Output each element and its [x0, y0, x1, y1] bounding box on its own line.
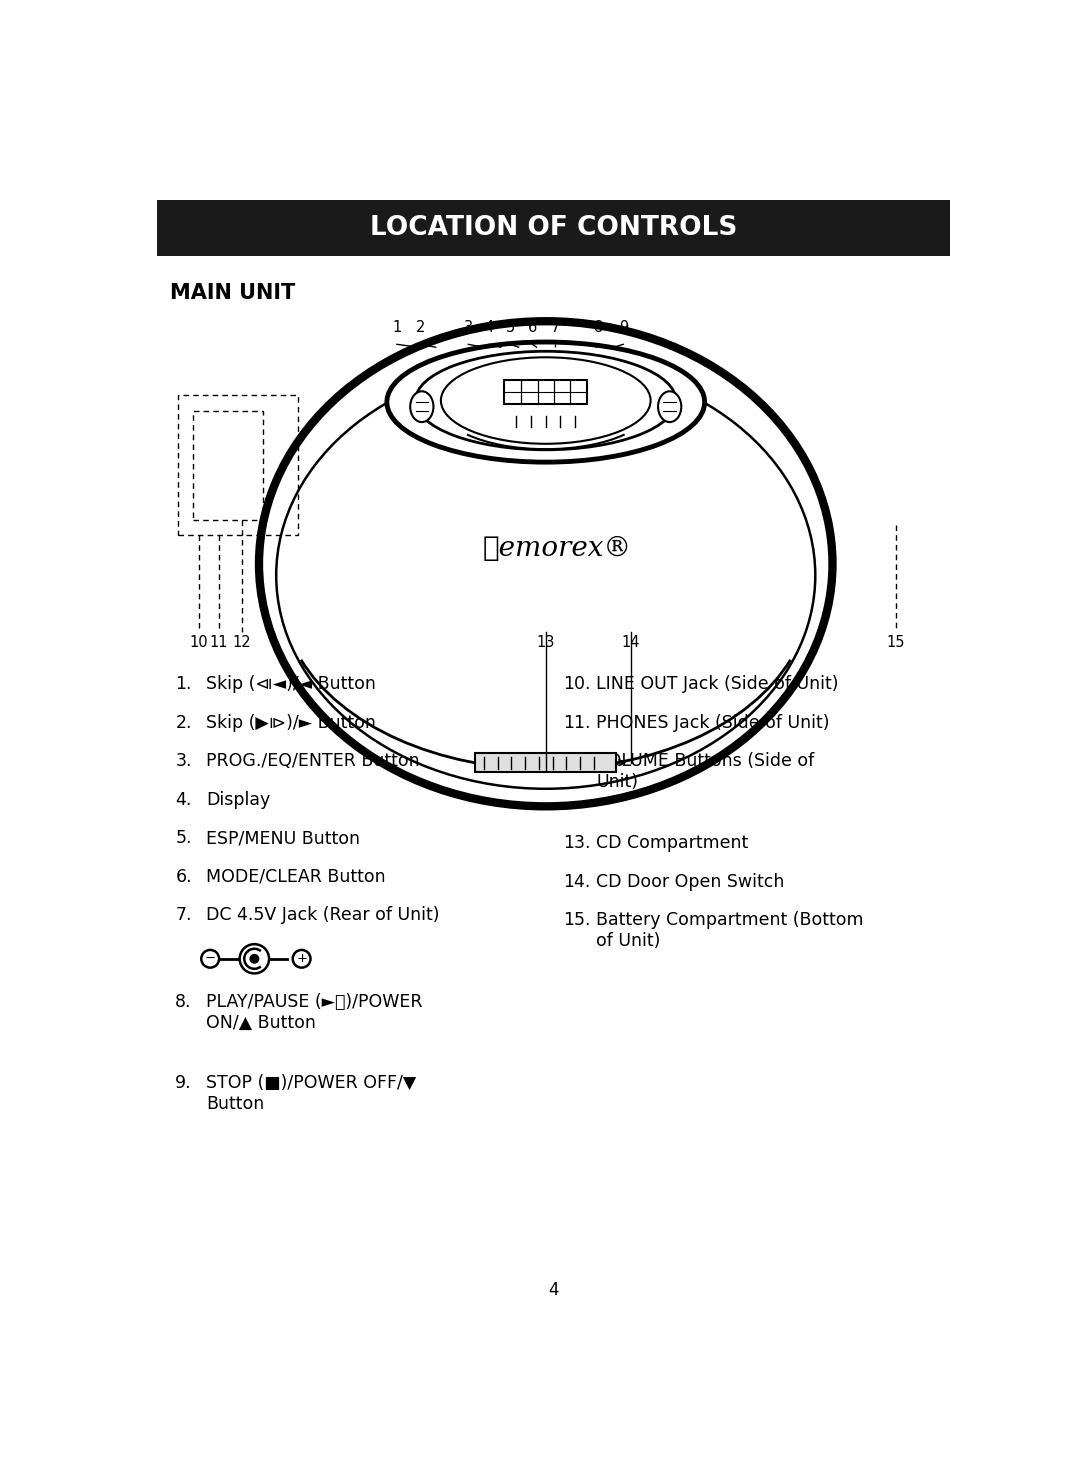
Text: VOLUME Buttons (Side of
Unit): VOLUME Buttons (Side of Unit): [596, 752, 814, 792]
Text: 14: 14: [622, 635, 640, 650]
Text: LINE OUT Jack (Side of Unit): LINE OUT Jack (Side of Unit): [596, 675, 839, 693]
Text: 6: 6: [528, 321, 537, 335]
Text: 9.: 9.: [175, 1074, 192, 1093]
Text: 12: 12: [232, 635, 252, 650]
Text: 4: 4: [549, 1281, 558, 1298]
Text: 10: 10: [189, 635, 207, 650]
Text: 6.: 6.: [175, 868, 192, 886]
Text: 8.: 8.: [175, 993, 192, 1010]
Text: 11: 11: [210, 635, 228, 650]
Text: 2.: 2.: [175, 713, 192, 733]
Ellipse shape: [441, 357, 650, 443]
Text: 8: 8: [594, 321, 603, 335]
Text: CD Compartment: CD Compartment: [596, 835, 748, 852]
Text: PLAY/PAUSE (►⏸)/POWER
ON/▲ Button: PLAY/PAUSE (►⏸)/POWER ON/▲ Button: [206, 993, 422, 1031]
Ellipse shape: [658, 391, 681, 422]
Text: MAIN UNIT: MAIN UNIT: [170, 282, 295, 303]
Ellipse shape: [410, 391, 433, 422]
Text: 1.: 1.: [175, 675, 192, 693]
Text: 4.: 4.: [175, 790, 191, 809]
Text: Skip (▶⧐)/► Button: Skip (▶⧐)/► Button: [206, 713, 376, 733]
Text: ESP/MENU Button: ESP/MENU Button: [206, 830, 361, 848]
Text: +: +: [296, 953, 307, 966]
Circle shape: [251, 954, 258, 963]
Text: STOP (■)/POWER OFF/▼
Button: STOP (■)/POWER OFF/▼ Button: [206, 1074, 417, 1114]
Text: MODE/CLEAR Button: MODE/CLEAR Button: [206, 868, 386, 886]
Text: 4: 4: [485, 321, 494, 335]
Text: 9: 9: [619, 321, 627, 335]
FancyBboxPatch shape: [475, 753, 617, 772]
Text: 7.: 7.: [175, 907, 192, 925]
Text: 12.: 12.: [563, 752, 591, 771]
Text: 11.: 11.: [563, 713, 591, 733]
Text: 10.: 10.: [563, 675, 591, 693]
Text: Battery Compartment (Bottom
of Unit): Battery Compartment (Bottom of Unit): [596, 911, 864, 950]
Text: 5: 5: [505, 321, 515, 335]
Text: 3: 3: [463, 321, 473, 335]
Circle shape: [240, 944, 269, 973]
Text: 14.: 14.: [563, 873, 590, 891]
Text: ℳemorex®: ℳemorex®: [483, 535, 632, 561]
Text: 5.: 5.: [175, 830, 192, 848]
Text: 3.: 3.: [175, 752, 192, 771]
Text: PHONES Jack (Side of Unit): PHONES Jack (Side of Unit): [596, 713, 829, 733]
Ellipse shape: [416, 352, 676, 450]
Text: 13.: 13.: [563, 835, 591, 852]
Text: LOCATION OF CONTROLS: LOCATION OF CONTROLS: [369, 216, 738, 241]
Text: CD Door Open Switch: CD Door Open Switch: [596, 873, 784, 891]
Bar: [157, 201, 950, 256]
Text: 7: 7: [551, 321, 559, 335]
Ellipse shape: [259, 321, 833, 806]
Circle shape: [293, 950, 311, 967]
Circle shape: [201, 950, 219, 967]
Text: Skip (⧏◄)/◄ Button: Skip (⧏◄)/◄ Button: [206, 675, 376, 693]
Text: 15: 15: [887, 635, 905, 650]
Text: DC 4.5V Jack (Rear of Unit): DC 4.5V Jack (Rear of Unit): [206, 907, 440, 925]
Text: Display: Display: [206, 790, 271, 809]
Text: −: −: [204, 953, 216, 966]
Text: PROG./EQ/ENTER Button: PROG./EQ/ENTER Button: [206, 752, 420, 771]
Text: 15.: 15.: [563, 911, 591, 929]
Text: 1: 1: [392, 321, 402, 335]
Ellipse shape: [387, 343, 704, 462]
Text: 2: 2: [416, 321, 424, 335]
Text: 13: 13: [537, 635, 555, 650]
FancyBboxPatch shape: [504, 380, 588, 405]
